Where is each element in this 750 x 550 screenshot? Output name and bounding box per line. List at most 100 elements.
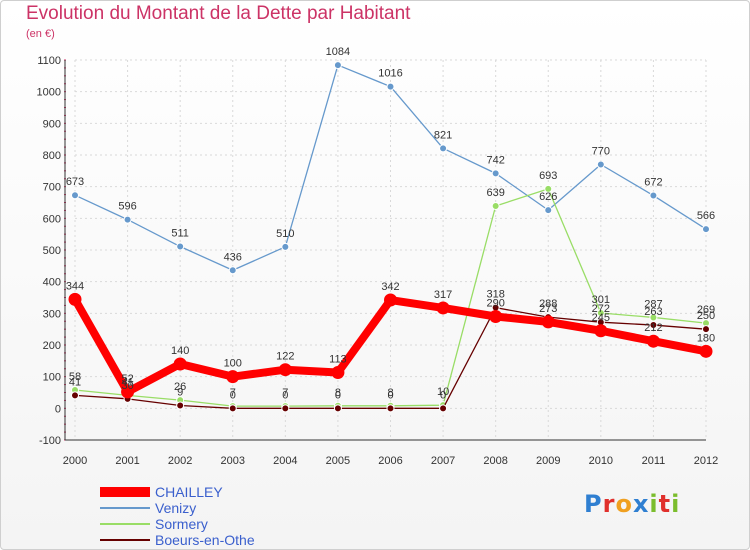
y-tick-label: 500 (43, 245, 61, 257)
data-label: 41 (69, 376, 81, 388)
legend-swatch-venizy (100, 507, 150, 509)
data-label: 0 (440, 389, 446, 401)
data-label: 250 (697, 310, 715, 322)
data-label: 8 (387, 387, 393, 399)
data-label: 0 (230, 389, 236, 401)
data-point (439, 144, 448, 153)
series (68, 61, 713, 413)
data-point (176, 242, 185, 251)
data-point (489, 310, 503, 323)
y-tick-label: 700 (43, 182, 61, 194)
data-label: 113 (329, 354, 347, 366)
data-label: 511 (171, 228, 189, 240)
data-point (333, 61, 342, 70)
data-label: 30 (121, 380, 133, 392)
data-label: 245 (592, 312, 610, 324)
y-tick-label: 1000 (37, 87, 61, 99)
data-label: 272 (592, 303, 610, 315)
data-label: 180 (697, 332, 715, 344)
chart-title: Evolution du Montant de la Dette par Hab… (26, 3, 411, 24)
data-label: 287 (644, 298, 662, 310)
data-point (646, 334, 660, 348)
legend-swatch-boeurs-en-othe (100, 539, 150, 541)
x-tick-label: 2004 (273, 455, 297, 467)
data-point (541, 315, 555, 329)
data-point (544, 206, 553, 215)
data-label: 344 (66, 280, 84, 292)
data-point (281, 404, 290, 413)
data-label: 269 (697, 304, 715, 316)
data-label: 273 (539, 303, 557, 315)
data-label: 566 (697, 210, 715, 222)
data-label: 52 (121, 373, 133, 385)
x-tick-label: 2007 (431, 455, 455, 467)
y-tick-label: 800 (43, 150, 61, 162)
data-label: 626 (539, 191, 557, 203)
logo-letter: i (649, 490, 659, 518)
data-point (123, 215, 132, 224)
data-label: 26 (174, 381, 186, 393)
data-label: 301 (592, 294, 610, 306)
chart-subtitle: (en €) (26, 28, 55, 40)
data-point (699, 344, 713, 358)
data-label: 100 (224, 358, 242, 370)
logo-letter: o (615, 490, 633, 518)
x-tick-label: 2010 (589, 455, 613, 467)
data-point (281, 242, 290, 251)
logo-letter: i (671, 490, 681, 518)
x-tick-label: 2006 (378, 455, 402, 467)
data-point (649, 321, 658, 330)
data-label: 7 (282, 387, 288, 399)
data-point (596, 309, 605, 318)
data-point (386, 82, 395, 91)
data-point (384, 293, 397, 307)
x-tick-label: 2005 (326, 455, 350, 467)
x-tick-label: 2008 (483, 455, 507, 467)
data-point (333, 404, 342, 413)
data-label: 317 (434, 289, 452, 301)
x-tick-label: 2011 (642, 455, 666, 467)
data-label: 742 (486, 154, 504, 166)
data-label: 122 (276, 351, 294, 363)
legend-label: CHAILLEY (155, 484, 223, 500)
data-point (71, 191, 79, 200)
data-point (649, 191, 658, 200)
legend-label: Sormery (155, 516, 208, 532)
data-label: 672 (644, 177, 662, 189)
data-label: 10 (437, 386, 449, 398)
data-label: 318 (486, 289, 504, 301)
proxiti-logo-icon: Proxiti (584, 490, 680, 518)
data-label: 288 (539, 298, 557, 310)
data-point (544, 184, 553, 193)
data-point (331, 366, 345, 380)
data-point (649, 313, 658, 322)
legend-swatch-chailley (100, 487, 150, 497)
data-point (436, 301, 450, 315)
data-label: 0 (282, 389, 288, 401)
data-point (71, 391, 79, 400)
y-tick-label: 200 (43, 340, 61, 352)
data-point (491, 169, 500, 178)
data-point (226, 370, 240, 384)
legend-label: Venizy (155, 500, 197, 516)
y-tick-label: 1100 (37, 55, 61, 67)
data-label: 673 (66, 176, 84, 188)
data-label: 9 (177, 386, 183, 398)
data-point (491, 201, 500, 210)
x-tick-label: 2002 (168, 455, 192, 467)
data-label: 41 (121, 376, 133, 388)
y-tick-label: 300 (43, 308, 61, 320)
x-tick-label: 2001 (115, 455, 139, 467)
y-tick-label: -100 (39, 435, 61, 447)
data-label: 821 (434, 129, 452, 141)
data-label: 770 (592, 146, 610, 158)
data-label: 0 (335, 389, 341, 401)
data-point (386, 404, 395, 413)
data-label: 263 (644, 306, 662, 318)
data-label: 639 (486, 187, 504, 199)
data-label: 596 (118, 201, 136, 213)
data-point (68, 292, 82, 306)
data-label: 342 (381, 281, 399, 293)
x-tick-label: 2012 (694, 455, 718, 467)
